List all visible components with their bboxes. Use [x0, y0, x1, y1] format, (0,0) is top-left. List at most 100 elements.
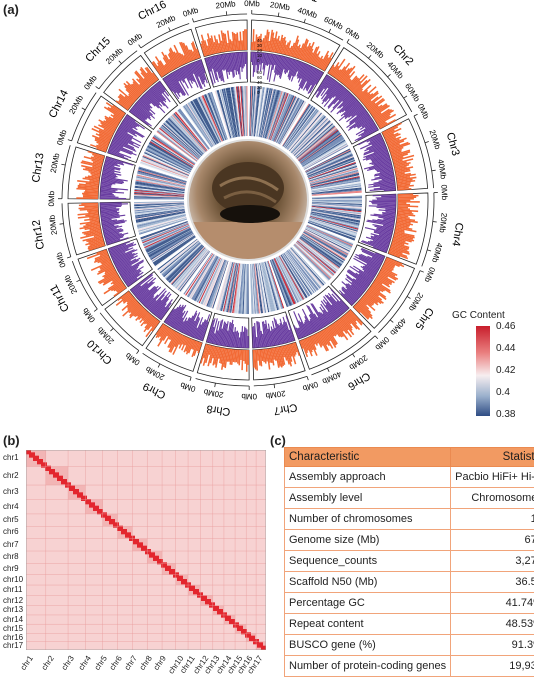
- tick-label: 20Mb: [47, 214, 59, 236]
- hic-diagonal: [249, 635, 255, 641]
- tick-mark: [81, 107, 86, 111]
- tick-mark: [189, 376, 192, 382]
- table-cell-key: Percentage GC: [283, 592, 452, 614]
- hic-diagonal: [113, 522, 119, 528]
- hic-diagonal: [97, 509, 103, 515]
- tick-label: 0Mb: [80, 306, 97, 324]
- hic-diagonal: [153, 555, 159, 561]
- tick-mark: [406, 296, 411, 299]
- tick-label: 0Mb: [373, 335, 391, 353]
- hic-heatmap-panel: chr1 chr1 chr2 chr2 chr3 chr3 chr4 chr4 chr5 chr5…: [0, 445, 270, 684]
- hic-diagonal: [149, 552, 155, 558]
- table-cell-value: 678: [450, 529, 534, 551]
- track1-scale-label: 10: [257, 53, 263, 58]
- hic-diagonal: [45, 465, 51, 471]
- hic-diagonal: [137, 542, 143, 548]
- circos-plot: 0Mb20Mb40Mb60MbChr10Mb20Mb40Mb60MbChr20M…: [30, 0, 465, 418]
- tick-label: 20Mb: [49, 152, 62, 174]
- tick-mark: [214, 383, 216, 388]
- table-row: Number of chromosomes17: [283, 508, 534, 530]
- table-cell-key: Assembly approach: [283, 466, 452, 488]
- hic-diagonal: [165, 565, 171, 571]
- hic-row-label: chr5: [3, 515, 19, 525]
- panel-label-c: (c): [270, 433, 286, 448]
- hic-row-label: chr16: [3, 632, 24, 642]
- tick-label: 20Mb: [347, 353, 369, 372]
- track2-scale-label: 40: [257, 80, 263, 85]
- hic-diagonal: [77, 492, 83, 498]
- hic-diagonal: [101, 512, 107, 518]
- table-cell-key: Genome size (Mb): [283, 529, 452, 551]
- chromosome-label: Chr9: [141, 380, 168, 401]
- tick-label: 40Mb: [430, 242, 444, 264]
- tick-label: 20Mb: [202, 387, 224, 399]
- hic-diagonal: [257, 642, 263, 648]
- hic-row-label: chr1: [3, 453, 19, 463]
- tick-label: 0Mb: [439, 184, 449, 200]
- tick-mark: [76, 279, 81, 283]
- legend-tick: 0.42: [496, 365, 516, 376]
- tick-label: 0Mb: [422, 266, 436, 284]
- tick-mark: [95, 86, 100, 90]
- hic-diagonal: [225, 615, 231, 621]
- table-cell-value: 41.74%: [450, 592, 534, 614]
- hic-diagonal: [201, 595, 207, 601]
- hic-diagonal: [53, 472, 59, 478]
- table-cell-key: Number of protein-coding genes: [283, 655, 452, 677]
- legend-tick: 0.4: [496, 387, 510, 398]
- panel-label-b: (b): [3, 433, 20, 448]
- tick-mark: [431, 169, 436, 172]
- tick-label: 0Mb: [55, 128, 69, 146]
- header-statistic: Statistic: [450, 447, 534, 467]
- tick-mark: [352, 353, 356, 358]
- tick-label: 20Mb: [264, 389, 286, 401]
- hic-row-label: chr17: [3, 640, 24, 650]
- tick-label: 0Mb: [82, 73, 99, 91]
- hic-diagonal: [117, 525, 123, 531]
- hic-diagonal: [29, 452, 35, 458]
- table-cell-value: 36.51: [450, 571, 534, 593]
- table-cell-value: 19,937: [450, 655, 534, 677]
- tick-mark: [59, 223, 64, 225]
- hic-col-label: chr4: [76, 654, 93, 672]
- table-row: Assembly levelChromosomes: [283, 487, 534, 509]
- hic-col-label: chr6: [107, 654, 124, 672]
- legend-colorbar: [476, 326, 490, 416]
- hic-row-label: chr15: [3, 623, 24, 633]
- hic-diagonal: [93, 505, 99, 511]
- table-row: Genome size (Mb)678: [283, 529, 534, 551]
- hic-diagonal: [109, 519, 115, 525]
- panel-label-a: (a): [3, 2, 19, 17]
- chromosome-label: Chr4: [449, 222, 465, 247]
- chromosome-chr17: 0Mb20MbChr17: [182, 0, 248, 139]
- hic-col-label: chr8: [137, 654, 154, 672]
- assembly-stats-table: Characteristic Statistic Assembly approa…: [283, 447, 534, 677]
- track1-scale-label: 30: [257, 43, 263, 48]
- hic-col-label: chr2: [39, 654, 56, 672]
- track2-scale-label: 80: [257, 70, 263, 75]
- hic-diagonal: [197, 592, 203, 598]
- legend-title: GC Content: [452, 310, 505, 321]
- center-photo: [188, 140, 308, 260]
- hic-diagonal: [205, 599, 211, 605]
- table-header-row: Characteristic Statistic: [283, 447, 534, 467]
- tick-mark: [424, 141, 429, 144]
- hic-row-label: chr3: [3, 487, 19, 497]
- chromosome-label: Chr12: [30, 219, 47, 251]
- tick-label: 20Mb: [155, 13, 177, 30]
- hic-diagonal: [145, 549, 151, 555]
- hic-diagonal: [229, 619, 235, 625]
- tick-label: 60Mb: [403, 82, 422, 104]
- hic-diagonal: [81, 495, 87, 501]
- tick-mark: [368, 54, 372, 59]
- hic-diagonal: [181, 579, 187, 585]
- hic-diagonal: [261, 645, 266, 650]
- hic-diagonal: [121, 529, 127, 535]
- tick-label: 20Mb: [215, 0, 236, 11]
- tick-mark: [419, 270, 424, 273]
- tick-label: 0Mb: [344, 26, 362, 42]
- table-row: BUSCO gene (%)91.3%: [283, 634, 534, 656]
